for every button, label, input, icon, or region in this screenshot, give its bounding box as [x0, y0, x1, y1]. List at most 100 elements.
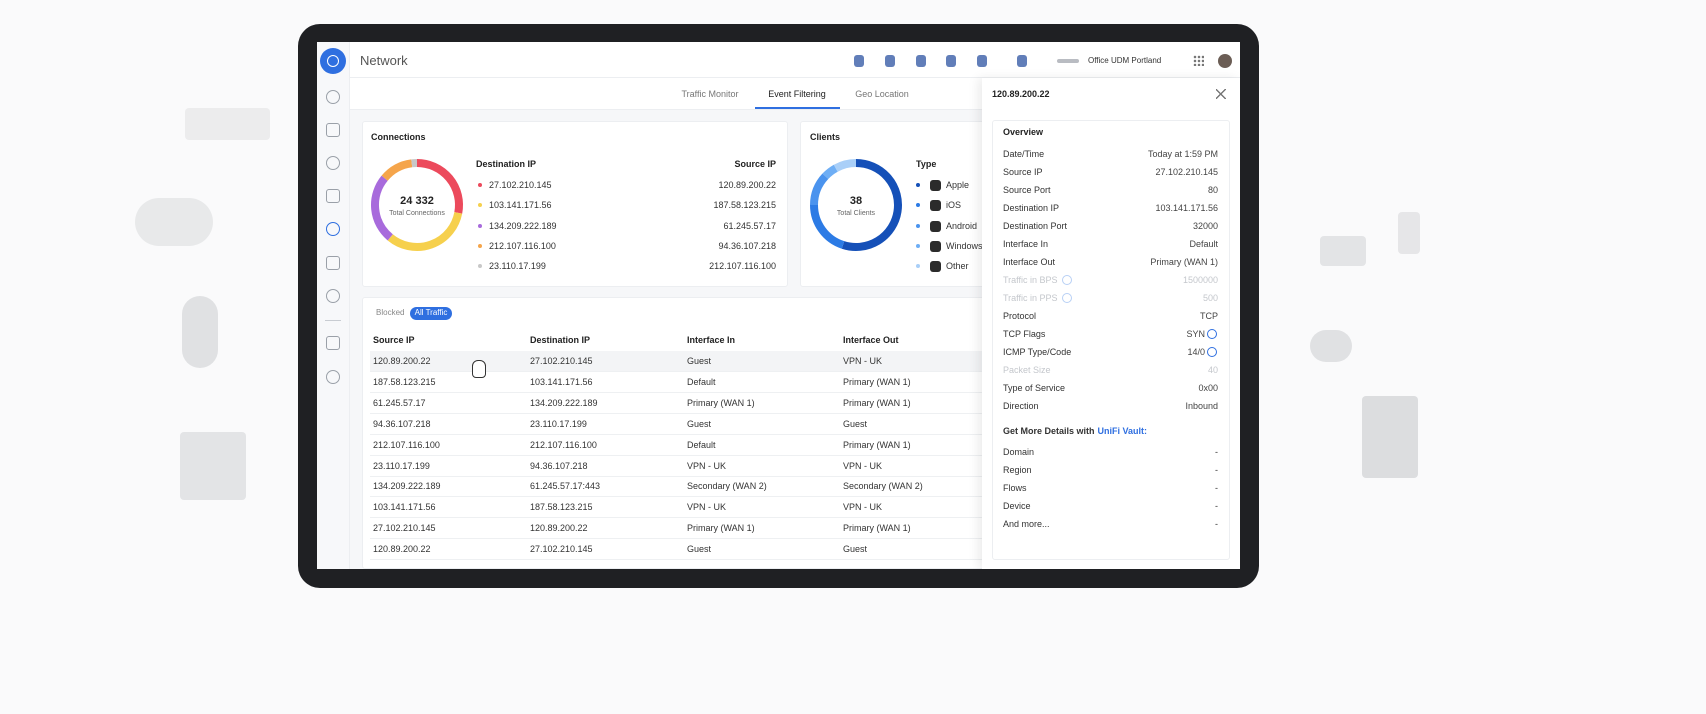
field-value: SYN	[1186, 329, 1205, 339]
donut-label: Total Connections	[389, 210, 445, 217]
table-cell: 120.89.200.22	[373, 356, 431, 366]
table-row[interactable]	[370, 539, 1002, 561]
avatar[interactable]	[1218, 54, 1232, 68]
filter[interactable]: Blocked	[376, 308, 405, 317]
field-label: Destination Port	[1003, 221, 1068, 231]
backdrop-device	[1362, 396, 1418, 478]
column-header: Interface Out	[843, 335, 899, 345]
table-cell: Primary (WAN 1)	[687, 397, 755, 408]
client-type: Android	[946, 220, 978, 231]
field-label: TCP Flags	[1003, 329, 1046, 339]
table-cell: Default	[687, 376, 716, 387]
donut-segment	[381, 159, 413, 181]
table-cell: 212.107.116.100	[530, 439, 597, 450]
filter-pill[interactable]	[410, 307, 452, 320]
sidebar-icon[interactable]	[326, 222, 340, 236]
field-label: Traffic in BPS	[1003, 275, 1058, 285]
table-row[interactable]	[370, 393, 1002, 414]
table-cell: VPN - UK	[687, 502, 727, 513]
tab[interactable]: Event Filtering	[768, 89, 826, 99]
table-card	[362, 297, 1002, 569]
tab-bar	[350, 78, 982, 110]
info-icon[interactable]	[1207, 329, 1217, 339]
donut-segment	[387, 211, 463, 251]
table-cell: Default	[687, 439, 716, 450]
field-label: Source Port	[1003, 185, 1051, 195]
field-label: Traffic in PPS	[1003, 293, 1058, 303]
column-header: Destination IP	[530, 335, 591, 345]
legend-dot	[916, 243, 920, 248]
donut-segment	[371, 175, 393, 241]
device-icon[interactable]	[916, 55, 926, 67]
field-value: Primary (WAN 1)	[1150, 257, 1218, 267]
field-value: -	[1215, 465, 1218, 475]
field-label: Destination IP	[1003, 203, 1060, 213]
sidebar-icon[interactable]	[326, 336, 340, 350]
donut	[810, 159, 902, 251]
column-header: Destination IP	[476, 159, 537, 169]
donut-total: 24 332	[400, 195, 434, 207]
vault-link[interactable]: UniFi Vault:	[1097, 426, 1148, 436]
table-cell: 27.102.210.145	[530, 544, 593, 555]
source-ip: 120.89.200.22	[718, 180, 776, 190]
legend-dot	[478, 223, 482, 228]
field-value: Inbound	[1185, 401, 1218, 411]
table-row[interactable]	[370, 435, 1002, 456]
table-cell: 134.209.222.189	[373, 481, 441, 492]
table-cell: Secondary (WAN 2)	[843, 481, 923, 492]
field-label: Domain	[1003, 447, 1035, 457]
table-cell: Guest	[687, 356, 712, 366]
table-cell: 27.102.210.145	[373, 523, 436, 534]
destination-ip: 134.209.222.189	[489, 220, 557, 231]
legend-dot	[478, 203, 482, 208]
field-value: 1500000	[1182, 275, 1218, 285]
column-header: Interface In	[687, 335, 736, 345]
source-ip: 212.107.116.100	[709, 261, 776, 272]
sidebar-icon[interactable]	[326, 289, 340, 303]
field-value: 40	[1207, 365, 1218, 375]
os-icon	[930, 200, 941, 212]
client-type: Windows	[946, 240, 983, 251]
source-ip: 187.58.123.215	[713, 200, 776, 211]
table-row[interactable]	[370, 456, 1002, 477]
sidebar-icon[interactable]	[326, 123, 340, 137]
table-row[interactable]	[370, 372, 1002, 393]
donut-segment	[833, 159, 857, 172]
site-name[interactable]: Office UDM Portland	[1088, 56, 1162, 65]
device-icon[interactable]	[885, 55, 895, 67]
device-icon[interactable]	[854, 55, 864, 67]
field-value: -	[1215, 447, 1218, 457]
table-row[interactable]	[370, 414, 1002, 435]
device-icon[interactable]	[946, 55, 956, 67]
device-icon[interactable]	[977, 55, 987, 67]
apps-icon[interactable]	[1193, 55, 1204, 66]
info-icon[interactable]	[1207, 347, 1217, 357]
device-icon[interactable]	[1017, 55, 1027, 67]
backdrop-device	[182, 296, 218, 368]
close-button[interactable]	[1216, 89, 1226, 99]
table-row[interactable]	[370, 497, 1002, 519]
sidebar-icon[interactable]	[326, 156, 340, 170]
column-header: Source IP	[734, 159, 776, 169]
legend-dot	[478, 183, 482, 187]
sidebar-icon[interactable]	[326, 370, 340, 384]
sidebar-icon[interactable]	[326, 90, 340, 104]
table-row[interactable]	[370, 476, 1002, 498]
table-row[interactable]	[370, 518, 1002, 540]
destination-ip: 212.107.116.100	[489, 240, 556, 251]
sidebar-icon[interactable]	[326, 256, 340, 270]
sidebar-icon[interactable]	[326, 189, 340, 203]
tab[interactable]: Geo Location	[855, 89, 909, 99]
field-label: Date/Time	[1003, 149, 1045, 159]
table-row[interactable]	[370, 351, 1002, 372]
os-icon	[930, 220, 941, 232]
cursor	[472, 360, 486, 378]
table-cell: Primary (WAN 1)	[843, 439, 911, 450]
field-value: -	[1215, 483, 1218, 493]
tab[interactable]: Traffic Monitor	[681, 89, 739, 99]
field-label: Interface In	[1003, 239, 1049, 249]
panel-title: 120.89.200.22	[992, 89, 1050, 99]
filter[interactable]: All Traffic	[414, 308, 448, 317]
sidebar	[317, 42, 350, 569]
os-icon	[930, 180, 941, 191]
